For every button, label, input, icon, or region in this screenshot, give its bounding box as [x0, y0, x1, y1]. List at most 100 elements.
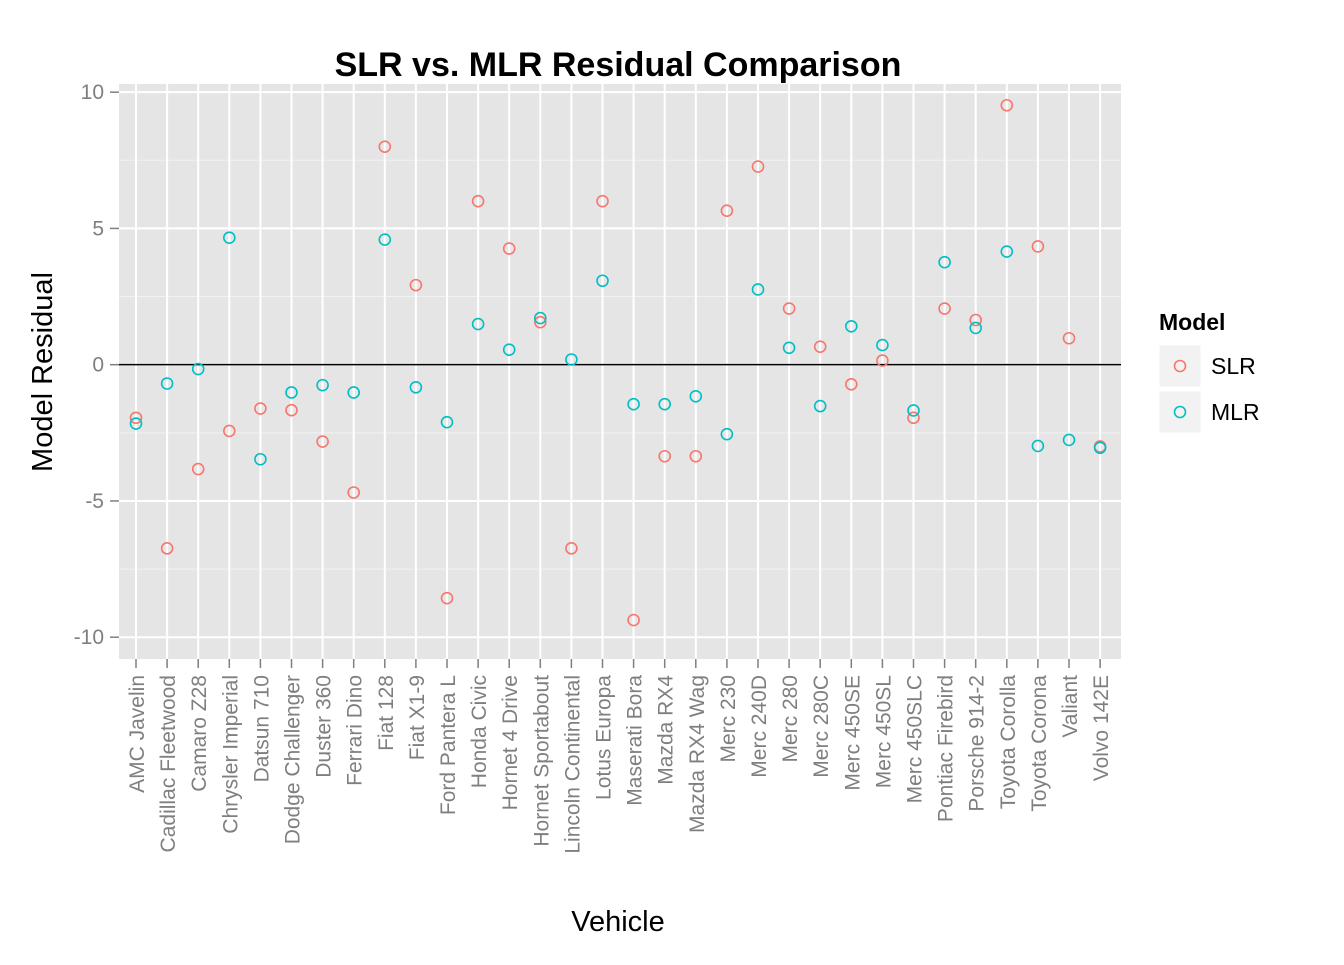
y-tick-label: -10	[74, 626, 104, 649]
point-slr	[751, 160, 765, 173]
point-mlr	[813, 399, 827, 413]
point-mlr	[1062, 433, 1076, 447]
x-tick-label: Merc 450SLC	[904, 675, 927, 803]
x-tick-label: Volvo 142E	[1090, 675, 1113, 781]
grid-major	[119, 84, 1121, 659]
point-slr	[627, 613, 640, 627]
point-slr	[813, 340, 827, 354]
chart-title: SLR vs. MLR Residual Comparison	[335, 46, 902, 84]
x-tick-label: Duster 360	[313, 675, 336, 778]
point-mlr	[378, 233, 392, 246]
point-slr	[191, 462, 205, 476]
x-tick-label: Hornet 4 Drive	[499, 675, 522, 810]
x-tick-label: Merc 230	[717, 675, 740, 763]
point-slr	[938, 302, 951, 315]
data-points	[129, 98, 1107, 627]
x-tick-label: Merc 280C	[810, 675, 833, 778]
point-slr	[969, 313, 983, 327]
x-tick-label: Maserati Bora	[624, 675, 647, 806]
legend-label-mlr: MLR	[1211, 399, 1260, 425]
point-mlr	[440, 415, 454, 429]
x-tick-label: Cadillac Fleetwood	[157, 675, 180, 852]
point-slr	[440, 591, 454, 605]
x-axis: AMC Javelin Cadillac Fleetwood Camaro Z28 C…	[126, 659, 1113, 854]
point-slr	[347, 486, 361, 499]
point-slr	[782, 302, 796, 315]
point-mlr	[1093, 441, 1107, 455]
point-mlr	[223, 231, 236, 244]
y-axis: -10 -5 0 5 10	[74, 81, 119, 649]
point-slr	[596, 194, 609, 208]
point-mlr	[471, 317, 485, 331]
point-slr	[907, 411, 920, 425]
y-tick-label: 10	[81, 81, 104, 104]
x-tick-label: Fiat X1-9	[406, 675, 429, 760]
point-slr	[254, 402, 267, 415]
point-slr	[471, 194, 485, 208]
point-slr	[223, 424, 236, 438]
grid-minor	[119, 159, 1121, 570]
point-slr	[533, 315, 547, 329]
point-mlr	[160, 377, 174, 390]
point-mlr	[627, 397, 640, 411]
x-tick-label: Lincoln Continental	[561, 675, 584, 854]
point-mlr	[316, 378, 329, 392]
x-tick-label: Merc 450SL	[872, 675, 895, 788]
x-tick-label: Merc 280	[779, 675, 802, 763]
x-tick-label: Chrysler Imperial	[219, 675, 242, 834]
point-mlr	[347, 386, 361, 399]
point-mlr	[502, 343, 516, 356]
point-mlr	[1000, 245, 1014, 258]
y-tick-label: -5	[85, 490, 104, 513]
point-mlr	[285, 386, 298, 399]
point-mlr	[782, 341, 796, 355]
x-axis-title: Vehicle	[571, 906, 665, 938]
point-slr	[316, 435, 329, 448]
legend-title: Model	[1159, 309, 1225, 335]
legend-key-mlr	[1173, 405, 1187, 419]
x-tick-label: Pontiac Firebird	[935, 675, 958, 822]
point-slr	[876, 354, 889, 367]
point-mlr	[533, 311, 547, 325]
point-slr	[409, 278, 423, 292]
x-tick-label: Camaro Z28	[188, 675, 211, 792]
x-tick-label: Datsun 710	[250, 675, 273, 782]
point-mlr	[876, 338, 889, 352]
y-tick-label: 0	[92, 354, 104, 377]
point-slr	[1000, 98, 1014, 112]
x-tick-label: Ford Pantera L	[437, 675, 460, 815]
legend: Model SLR MLR	[1158, 309, 1260, 434]
point-slr	[1062, 331, 1076, 345]
y-tick-label: 5	[92, 217, 104, 240]
x-tick-label: Merc 450SE	[841, 675, 864, 791]
point-slr	[502, 242, 516, 255]
x-tick-label: Valiant	[1059, 675, 1082, 738]
point-mlr	[1031, 439, 1045, 453]
point-slr	[378, 140, 392, 153]
legend-key-slr	[1173, 359, 1187, 373]
x-tick-label: Toyota Corona	[1028, 675, 1051, 812]
x-tick-label: Dodge Challenger	[282, 675, 305, 844]
x-tick-label: Lotus Europa	[593, 675, 616, 800]
point-mlr	[409, 381, 423, 394]
y-axis-title: Model Residual	[27, 272, 59, 472]
point-slr	[565, 542, 578, 555]
plot-panel	[119, 84, 1121, 659]
point-slr	[1031, 240, 1045, 253]
point-mlr	[938, 255, 951, 269]
point-mlr	[658, 397, 672, 411]
point-mlr	[907, 404, 920, 417]
x-tick-label: Toyota Corolla	[997, 675, 1020, 810]
x-tick-label: Ferrari Dino	[344, 675, 367, 786]
point-mlr	[844, 319, 858, 333]
legend-key-bg	[1158, 344, 1202, 388]
point-slr	[658, 449, 672, 463]
x-tick-label: AMC Javelin	[126, 675, 149, 793]
x-tick-label: Hornet Sportabout	[530, 675, 553, 847]
point-mlr	[969, 321, 983, 335]
point-slr	[129, 411, 143, 425]
legend-key-bg	[1158, 390, 1202, 434]
point-slr	[844, 378, 858, 391]
